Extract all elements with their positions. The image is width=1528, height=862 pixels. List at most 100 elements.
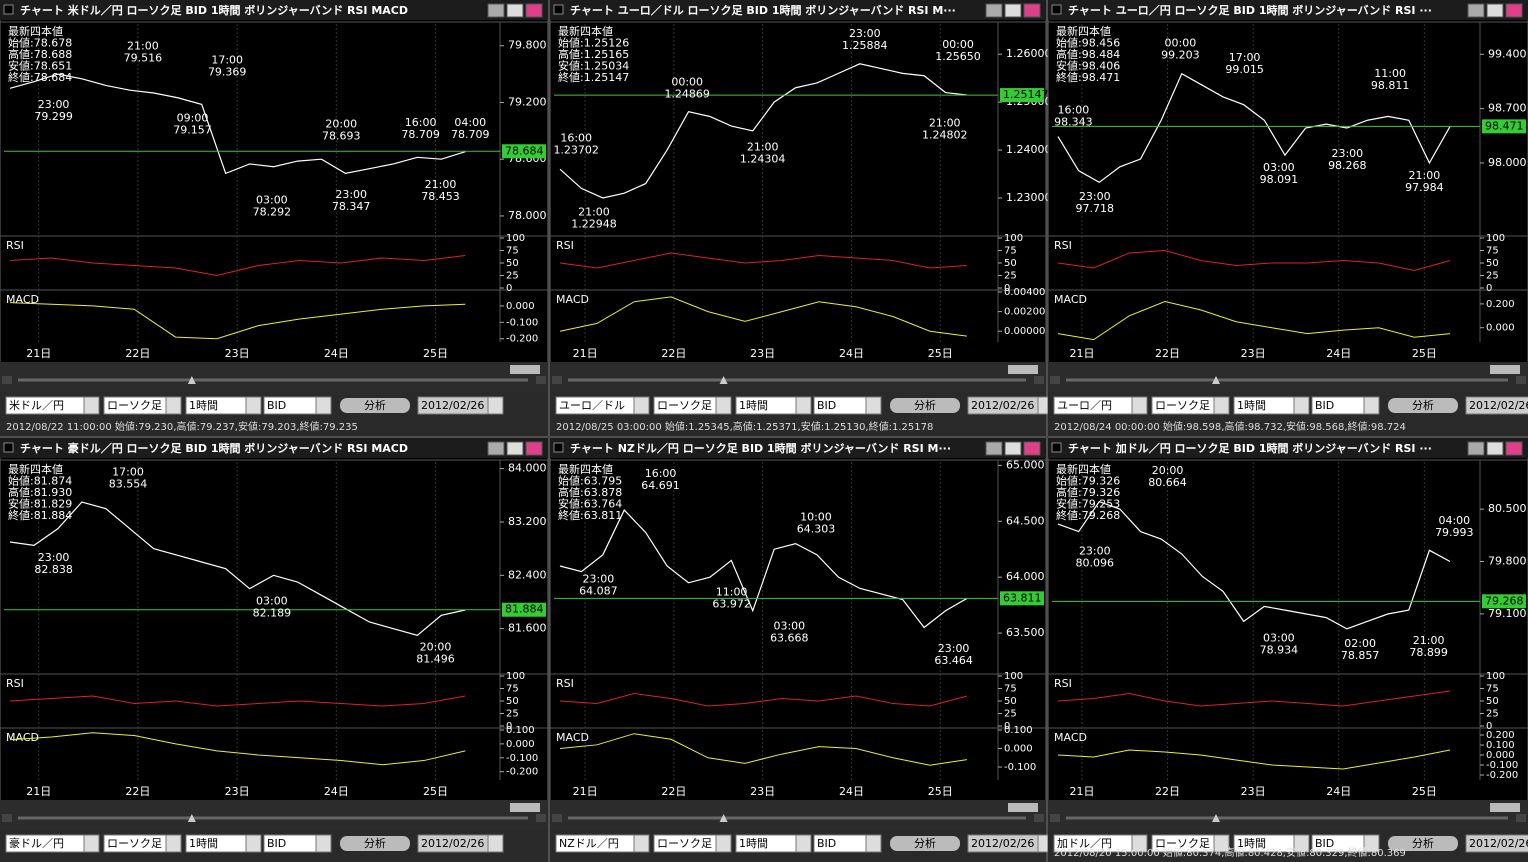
dropdown[interactable] [1465,396,1528,415]
dropdown-arrow[interactable] [795,396,812,415]
dropdown-arrow[interactable] [1363,834,1380,853]
dropdown-arrow[interactable] [83,834,100,853]
window-button[interactable] [525,441,543,456]
scroll-thumb[interactable] [1212,376,1220,384]
annotation-price: 79.993 [1435,526,1474,539]
dropdown-value: 2012/02/26 [421,399,484,412]
scroll-arrow[interactable] [1490,365,1520,374]
zoom-in[interactable] [1516,376,1526,384]
scroll-thumb[interactable] [187,814,196,822]
window-button[interactable] [1505,3,1523,18]
scroll-thumb[interactable] [719,376,728,384]
analyze-button[interactable] [340,398,410,413]
dropdown-arrow[interactable] [1293,396,1310,415]
analyze-button[interactable] [1388,836,1458,851]
dropdown-arrow[interactable] [1131,834,1148,853]
analyze-button[interactable] [890,836,960,851]
scroll-thumb[interactable] [719,814,728,822]
analyze-label: 分析 [1412,836,1434,850]
window-button[interactable] [1486,441,1504,456]
annotation-price: 1.24802 [922,129,968,142]
zoom-out[interactable] [2,814,12,822]
scroll-arrow[interactable] [1490,803,1520,812]
window-button[interactable] [1505,441,1523,456]
dropdown-arrow[interactable] [245,834,262,853]
dropdown-arrow[interactable] [715,396,732,415]
current-price-box [1482,119,1526,134]
zoom-out[interactable] [1050,814,1060,822]
window-button[interactable] [1467,3,1485,18]
annotation-price: 98.811 [1371,79,1410,92]
scroll-arrow[interactable] [1008,803,1038,812]
zoom-in[interactable] [1034,376,1044,384]
dropdown-arrow[interactable] [865,396,882,415]
macd-tick-label: 0.100 [1486,740,1515,751]
zoom-in[interactable] [1516,814,1526,822]
zoom-out[interactable] [2,376,12,384]
scroll-arrow[interactable] [510,365,540,374]
annotation-price: 1.24869 [664,87,710,100]
analyze-button[interactable] [890,398,960,413]
window-button[interactable] [525,3,543,18]
dropdown-value: 2012/02/26 [1469,399,1528,412]
window-button[interactable] [1023,3,1041,18]
zoom-in[interactable] [536,814,546,822]
rsi-tick-label: 75 [506,246,519,257]
window-button[interactable] [1467,441,1485,456]
window-button[interactable] [1004,3,1022,18]
annotation-price: 63.972 [712,597,751,610]
dropdown-arrow[interactable] [83,396,100,415]
dropdown-arrow[interactable] [487,834,504,853]
dropdown-arrow[interactable] [715,834,732,853]
window-icon [3,4,14,15]
window-button[interactable] [1004,441,1022,456]
annotation-time: 17:00 [1229,51,1261,64]
zoom-out[interactable] [552,814,562,822]
scroll-thumb[interactable] [187,376,196,384]
window-button[interactable] [506,3,524,18]
window-button[interactable] [1486,3,1504,18]
window-title: チャート ユーロ／円 ローソク足 BID 1時間 ボリンジャーバンド RSI ·… [1068,3,1432,17]
dropdown-arrow[interactable] [315,834,332,853]
dropdown-arrow[interactable] [1131,396,1148,415]
scroll-thumb[interactable] [1212,814,1220,822]
date-label: 25日 [1412,785,1437,798]
window-button[interactable] [506,441,524,456]
dropdown-arrow[interactable] [633,834,650,853]
rsi-tick-label: 25 [1486,271,1499,282]
scroll-arrow[interactable] [1008,365,1038,374]
analyze-button[interactable] [1388,398,1458,413]
window-button[interactable] [1023,441,1041,456]
macd-tick-label: 0.000 [1004,744,1033,755]
zoom-out[interactable] [1050,376,1060,384]
dropdown-arrow[interactable] [165,834,182,853]
window-button[interactable] [487,441,505,456]
dropdown-arrow[interactable] [1213,396,1230,415]
window-button[interactable] [487,3,505,18]
date-label: 24日 [839,347,864,360]
scroll-arrow[interactable] [510,803,540,812]
date-label: 25日 [1412,347,1437,360]
zoom-in[interactable] [1034,814,1044,822]
dropdown-arrow[interactable] [795,834,812,853]
annotation-time: 03:00 [256,193,288,206]
analyze-button[interactable] [340,836,410,851]
dropdown-arrow[interactable] [865,834,882,853]
dropdown-arrow[interactable] [1293,834,1310,853]
zoom-out[interactable] [552,376,562,384]
date-label: 23日 [1241,347,1266,360]
macd-tick-label: -0.200 [506,767,538,778]
dropdown[interactable] [1465,834,1528,853]
dropdown-arrow[interactable] [245,396,262,415]
dropdown-arrow[interactable] [315,396,332,415]
dropdown-arrow[interactable] [487,396,504,415]
dropdown-arrow[interactable] [1363,396,1380,415]
rsi-tick-label: 100 [506,671,525,682]
zoom-in[interactable] [536,376,546,384]
dropdown-arrow[interactable] [633,396,650,415]
window-button[interactable] [985,441,1003,456]
dropdown-arrow[interactable] [165,396,182,415]
annotation-price: 98.343 [1054,115,1093,128]
window-button[interactable] [985,3,1003,18]
dropdown-arrow[interactable] [1213,834,1230,853]
